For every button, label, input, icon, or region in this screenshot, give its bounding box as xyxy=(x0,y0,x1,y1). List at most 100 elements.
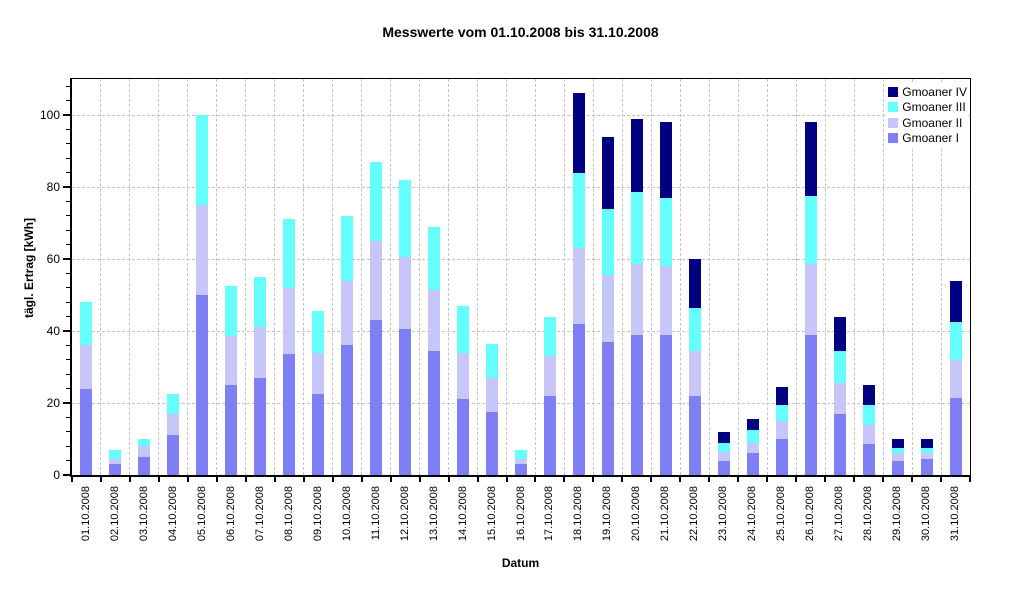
bar-stack-26.10.2008 xyxy=(804,122,817,475)
x-tick xyxy=(621,477,624,482)
x-gridline xyxy=(650,79,652,475)
bar-segment-gmoaner-ii xyxy=(80,345,93,389)
bar-segment-gmoaner-ii xyxy=(804,264,817,335)
legend-swatch-gmoaner-iv xyxy=(888,86,899,97)
bar-segment-gmoaner-iv xyxy=(862,385,875,405)
x-axis-title: Datum xyxy=(501,556,540,570)
bar-segment-gmoaner-iii xyxy=(659,197,672,267)
legend-item: Gmoaner IV xyxy=(888,84,967,100)
x-gridline xyxy=(216,79,218,475)
y-minor-tick xyxy=(66,272,70,274)
x-tick xyxy=(911,477,914,482)
bar-segment-gmoaner-iii xyxy=(920,448,933,454)
bar-segment-gmoaner-iii xyxy=(543,316,556,357)
x-tick xyxy=(418,477,421,482)
y-major-tick xyxy=(63,474,70,476)
bar-segment-gmoaner-ii xyxy=(775,421,788,439)
y-minor-tick xyxy=(66,445,70,447)
bar-segment-gmoaner-i xyxy=(254,377,267,475)
bar-segment-gmoaner-ii xyxy=(601,275,614,342)
bar-segment-gmoaner-iii xyxy=(167,394,180,414)
bar-stack-08.10.2008 xyxy=(283,219,296,475)
x-gridline xyxy=(100,79,102,475)
x-tick xyxy=(186,477,189,482)
bar-segment-gmoaner-iii xyxy=(138,439,151,447)
bar-segment-gmoaner-iii xyxy=(283,219,296,288)
bar-segment-gmoaner-ii xyxy=(630,264,643,335)
x-tick xyxy=(447,477,450,482)
y-minor-tick xyxy=(66,172,70,174)
bar-stack-12.10.2008 xyxy=(399,179,412,475)
x-gridline xyxy=(911,79,913,475)
bar-stack-11.10.2008 xyxy=(370,161,383,475)
x-tick xyxy=(244,477,247,482)
x-tick-label: 09.10.2008 xyxy=(311,486,324,542)
bar-segment-gmoaner-ii xyxy=(341,280,354,346)
bar-segment-gmoaner-iii xyxy=(717,442,730,452)
x-tick-label: 16.10.2008 xyxy=(514,486,527,542)
bar-segment-gmoaner-i xyxy=(486,412,499,475)
y-tick-label: 100 xyxy=(39,108,60,122)
x-tick-label: 06.10.2008 xyxy=(224,486,237,542)
bar-stack-16.10.2008 xyxy=(515,449,527,475)
bar-segment-gmoaner-i xyxy=(457,399,470,475)
x-gridline xyxy=(506,79,508,475)
bar-segment-gmoaner-iii xyxy=(80,302,93,346)
legend-label: Gmoaner III xyxy=(902,100,966,115)
x-tick-label: 08.10.2008 xyxy=(282,486,295,542)
bar-segment-gmoaner-i xyxy=(341,345,354,475)
x-gridline xyxy=(477,79,479,475)
chart-title: Messwerte vom 01.10.2008 bis 31.10.2008 xyxy=(382,24,659,40)
y-minor-tick xyxy=(66,460,70,462)
bar-stack-19.10.2008 xyxy=(601,136,614,475)
legend-item: Gmoaner I xyxy=(888,131,967,147)
bar-segment-gmoaner-i xyxy=(196,295,209,475)
x-tick xyxy=(389,477,392,482)
y-minor-tick xyxy=(66,100,70,102)
bar-segment-gmoaner-iii xyxy=(746,430,759,443)
bar-segment-gmoaner-ii xyxy=(457,352,470,400)
bar-stack-05.10.2008 xyxy=(196,115,209,475)
x-gridline xyxy=(129,79,131,475)
y-major-tick xyxy=(63,258,70,260)
bar-segment-gmoaner-i xyxy=(630,334,643,475)
bar-segment-gmoaner-ii xyxy=(254,327,267,378)
bar-segment-gmoaner-iii xyxy=(254,277,267,328)
bar-segment-gmoaner-ii xyxy=(833,383,846,414)
bar-segment-gmoaner-iv xyxy=(688,259,701,308)
x-tick xyxy=(853,477,856,482)
bar-segment-gmoaner-ii xyxy=(920,453,933,459)
x-tick-label: 02.10.2008 xyxy=(108,486,121,542)
y-major-tick xyxy=(63,114,70,116)
bar-stack-09.10.2008 xyxy=(312,311,325,475)
x-tick-label: 12.10.2008 xyxy=(398,486,411,542)
x-tick xyxy=(650,477,653,482)
x-tick-label: 20.10.2008 xyxy=(630,486,643,542)
bar-segment-gmoaner-ii xyxy=(862,424,875,445)
bar-segment-gmoaner-iii xyxy=(601,208,614,276)
y-major-tick xyxy=(63,402,70,404)
bar-segment-gmoaner-i xyxy=(920,458,933,475)
y-minor-tick xyxy=(66,431,70,433)
x-tick-label: 28.10.2008 xyxy=(862,486,875,542)
x-tick xyxy=(795,477,798,482)
bar-segment-gmoaner-i xyxy=(891,460,904,475)
y-minor-tick xyxy=(66,143,70,145)
bar-segment-gmoaner-ii xyxy=(370,241,383,321)
y-minor-tick xyxy=(66,359,70,361)
bar-segment-gmoaner-iii xyxy=(109,449,122,459)
bar-segment-gmoaner-iii xyxy=(572,172,585,249)
x-gridline xyxy=(245,79,247,475)
y-axis-title: tägl. Ertrag [kWh] xyxy=(22,218,36,319)
bar-segment-gmoaner-i xyxy=(109,464,122,475)
legend-label: Gmoaner II xyxy=(902,115,963,130)
bar-segment-gmoaner-iv xyxy=(804,122,817,197)
bar-segment-gmoaner-iii xyxy=(341,215,354,281)
bar-segment-gmoaner-iv xyxy=(949,280,962,323)
bar-segment-gmoaner-iii xyxy=(804,196,817,265)
x-tick xyxy=(824,477,827,482)
x-gridline xyxy=(795,79,797,475)
x-gridline xyxy=(448,79,450,475)
y-minor-tick xyxy=(66,200,70,202)
x-gridline xyxy=(679,79,681,475)
